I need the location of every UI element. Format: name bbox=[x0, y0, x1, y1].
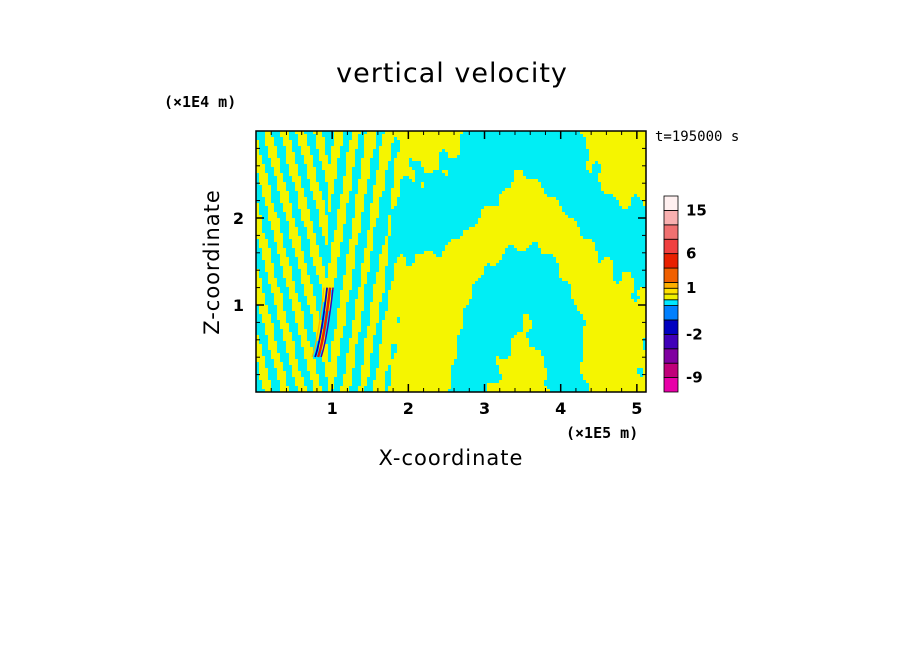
x-tick-label: 5 bbox=[631, 399, 642, 418]
velocity-field bbox=[256, 131, 646, 392]
updraft-streak bbox=[320, 287, 334, 358]
x-tick-label: 1 bbox=[327, 399, 338, 418]
colorbar-band bbox=[663, 195, 679, 211]
y-tick-label: 1 bbox=[233, 296, 244, 315]
colorbar-band bbox=[663, 293, 679, 301]
y-tick-label: 2 bbox=[233, 209, 244, 228]
plot-frame bbox=[255, 130, 647, 393]
colorbar-band bbox=[663, 267, 679, 283]
colorbar-band bbox=[663, 362, 679, 378]
x-tick-label: 4 bbox=[555, 399, 566, 418]
colorbar-label: 6 bbox=[686, 245, 696, 263]
y-axis-ticks: 12 bbox=[233, 147, 646, 376]
updraft-streak bbox=[314, 287, 328, 358]
colorbar-band bbox=[663, 210, 679, 226]
y-axis-unit: (×1E4 m) bbox=[164, 93, 237, 111]
colorbar-band bbox=[663, 299, 679, 306]
colorbar-band bbox=[663, 348, 679, 364]
colorbar-label: -2 bbox=[686, 325, 703, 343]
x-axis-label: X-coordinate bbox=[378, 446, 524, 470]
colorbar-band bbox=[663, 282, 679, 289]
colorbar-label: 15 bbox=[686, 201, 707, 219]
colorbar-band bbox=[663, 319, 679, 335]
colorbar-band bbox=[663, 238, 679, 255]
chart-title: vertical velocity bbox=[336, 58, 568, 89]
colorbar-band bbox=[663, 333, 679, 350]
updraft-streak bbox=[316, 287, 332, 358]
colorbar: 15 6 1 -2 -9 bbox=[663, 195, 707, 393]
colorbar-label: -9 bbox=[686, 369, 703, 387]
colorbar-band bbox=[663, 305, 679, 321]
colorbar-band bbox=[663, 224, 679, 240]
updraft-streak bbox=[311, 287, 325, 358]
time-label: t=195000 s bbox=[655, 129, 740, 145]
x-axis-ticks: 1 2 3 4 5 bbox=[270, 131, 642, 418]
colorbar-label: 1 bbox=[686, 279, 696, 297]
colorbar-band bbox=[663, 287, 679, 295]
colorbar-band bbox=[663, 377, 679, 393]
x-axis-unit: (×1E5 m) bbox=[566, 424, 639, 442]
x-tick-label: 2 bbox=[403, 399, 414, 418]
x-tick-label: 3 bbox=[479, 399, 490, 418]
colorbar-band bbox=[663, 253, 679, 269]
